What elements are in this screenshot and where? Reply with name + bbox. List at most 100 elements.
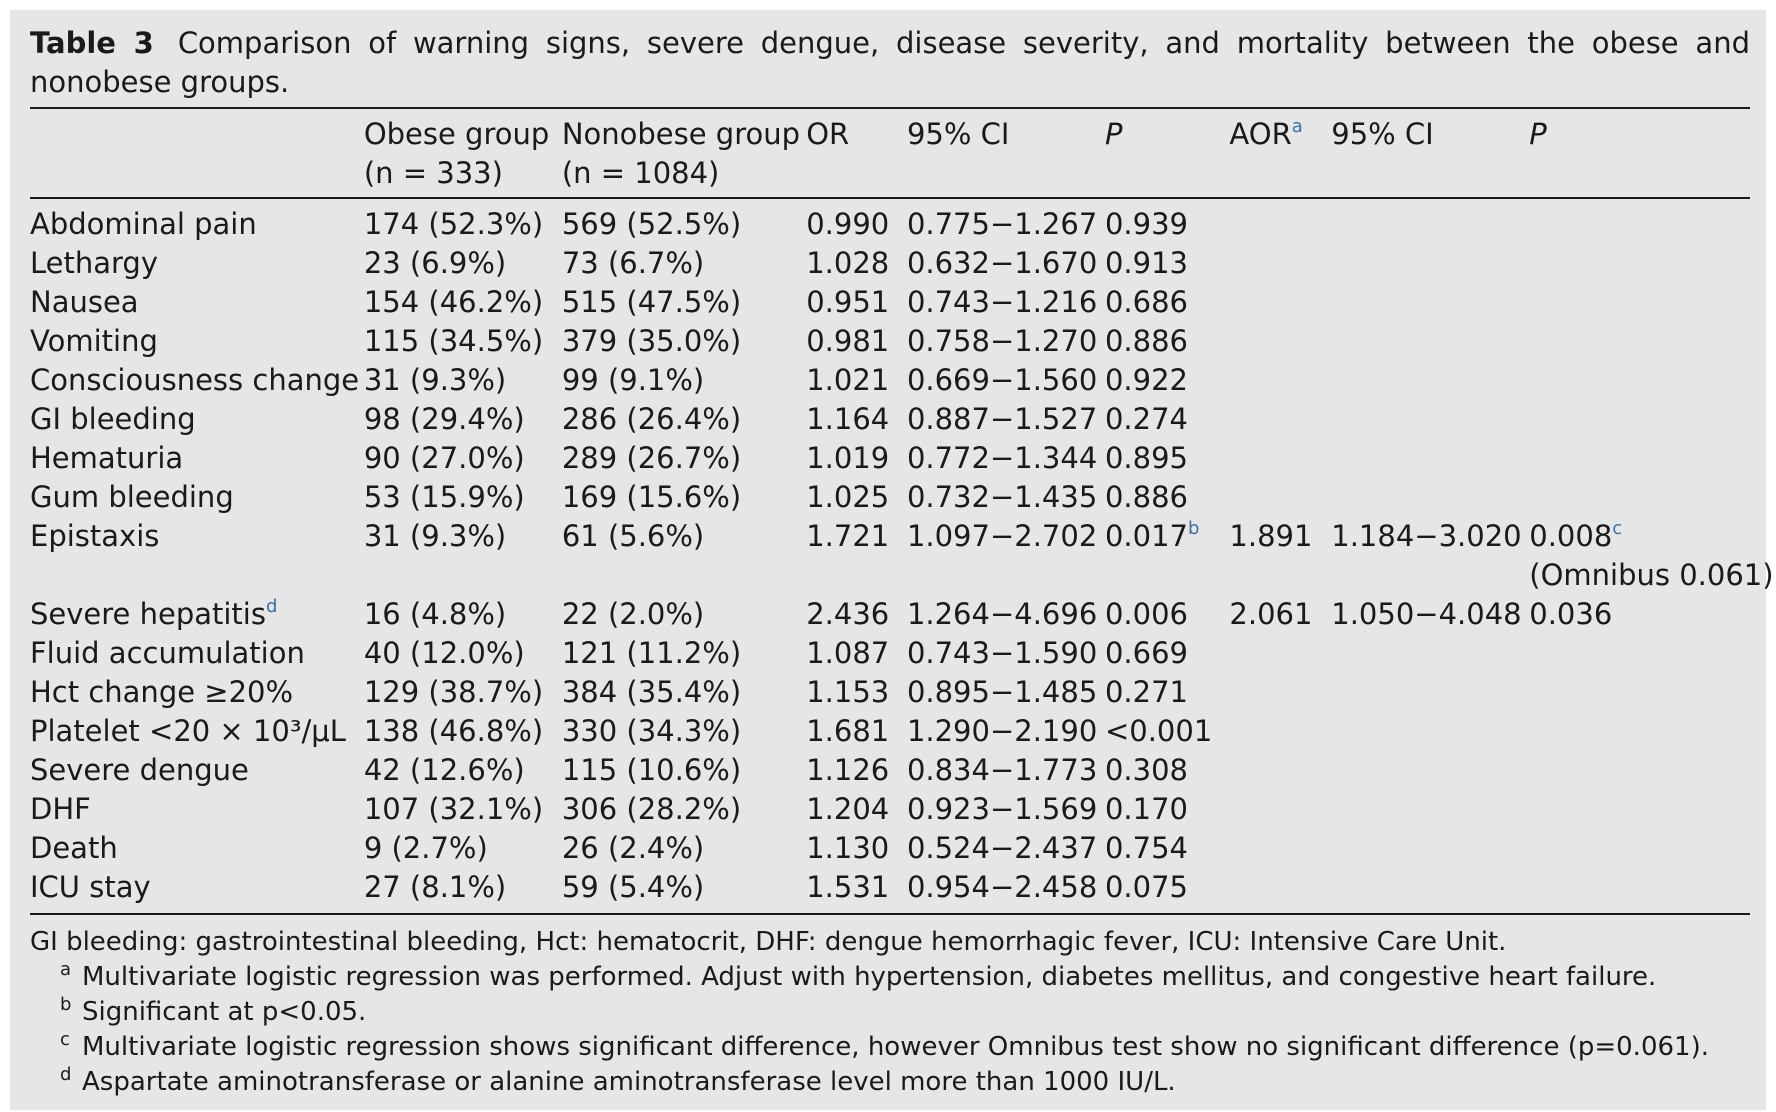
table-row: Severe dengue 42 (12.6%) 115 (10.6%) 1.126 0… bbox=[30, 751, 1750, 790]
cell-or: 1.153 bbox=[806, 675, 890, 709]
cell-ci: 0.743−1.590 bbox=[906, 636, 1098, 670]
table-row: Nausea 154 (46.2%) 515 (47.5%) 0.951 0.743−1… bbox=[30, 283, 1750, 322]
cell-or: 1.681 bbox=[806, 714, 890, 748]
cell-ci: 0.834−1.773 bbox=[906, 753, 1098, 787]
footnote-mark: b bbox=[60, 994, 72, 1015]
cell-obese: 115 (34.5%) bbox=[363, 324, 544, 358]
cell-aci bbox=[1331, 361, 1529, 400]
cell-label: Platelet <20 × 10³/μL bbox=[30, 714, 346, 748]
cell-label: Nausea bbox=[30, 285, 139, 319]
cell-obese: 9 (2.7%) bbox=[363, 831, 488, 865]
cell-obese: 23 (6.9%) bbox=[363, 246, 507, 280]
cell-ci: 0.524−2.437 bbox=[906, 831, 1098, 865]
cell-nonobese: 121 (11.2%) bbox=[561, 636, 742, 670]
header-p: P bbox=[1104, 117, 1123, 151]
cell-p: 0.686 bbox=[1104, 285, 1188, 319]
cell-ap bbox=[1529, 751, 1750, 790]
table-body: Abdominal pain 174 (52.3%) 569 (52.5%) 0.99… bbox=[30, 198, 1774, 915]
cell-aor bbox=[1229, 322, 1331, 361]
cell-ap bbox=[1529, 322, 1750, 361]
cell-nonobese: 306 (28.2%) bbox=[561, 792, 742, 826]
table-footnotes: GI bleeding: gastrointestinal bleeding, … bbox=[30, 925, 1750, 1100]
cell-aor bbox=[1229, 868, 1332, 915]
cell-ap bbox=[1529, 400, 1750, 439]
cell-aor bbox=[1229, 829, 1331, 868]
cell-obese: 31 (9.3%) bbox=[363, 363, 507, 397]
cell-aci bbox=[1331, 283, 1529, 322]
cell-label: DHF bbox=[30, 792, 91, 826]
cell-ci: 0.895−1.485 bbox=[906, 675, 1098, 709]
footnote-text: Aspartate aminotransferase or alanine am… bbox=[82, 1067, 1176, 1097]
header-or: OR bbox=[806, 117, 850, 151]
cell-aci: 1.184−3.020 bbox=[1331, 519, 1522, 553]
cell-ap bbox=[1529, 283, 1750, 322]
cell-obese: 27 (8.1%) bbox=[363, 868, 562, 915]
cell-ci: 1.290−2.190 bbox=[906, 714, 1098, 748]
footnote-ref: d bbox=[265, 596, 278, 617]
omnibus-note: (Omnibus 0.061) bbox=[1529, 558, 1774, 592]
cell-aci bbox=[1331, 712, 1529, 751]
table-panel: Table 3 Comparison of warning signs, seve… bbox=[10, 10, 1774, 1110]
cell-aci bbox=[1331, 400, 1529, 439]
cell-label: Lethargy bbox=[30, 246, 158, 280]
cell-or: 1.028 bbox=[806, 246, 890, 280]
cell-nonobese: 515 (47.5%) bbox=[561, 285, 742, 319]
cell-p: 0.669 bbox=[1104, 636, 1188, 670]
cell-p: 0.913 bbox=[1104, 246, 1188, 280]
cell-obese: 31 (9.3%) bbox=[363, 519, 507, 553]
cell-aci: 1.050−4.048 bbox=[1331, 597, 1522, 631]
cell-ap bbox=[1529, 673, 1750, 712]
cell-aci bbox=[1331, 478, 1529, 517]
cell-or: 0.951 bbox=[806, 285, 890, 319]
cell-nonobese: 99 (9.1%) bbox=[561, 363, 705, 397]
cell-aor bbox=[1229, 790, 1331, 829]
cell-aor bbox=[1229, 205, 1331, 244]
cell-nonobese: 379 (35.0%) bbox=[561, 324, 742, 358]
footnote-a: a Multivariate logistic regression was pe… bbox=[30, 959, 1750, 995]
table-row: Gum bleeding 53 (15.9%) 169 (15.6%) 1.025 0.… bbox=[30, 478, 1750, 517]
cell-p: 0.922 bbox=[1104, 363, 1188, 397]
cell-aor bbox=[1229, 439, 1331, 478]
table-row: Epistaxis 31 (9.3%) 61 (5.6%) 1.721 1.097−2.… bbox=[30, 517, 1774, 595]
cell-ci: 0.732−1.435 bbox=[906, 480, 1098, 514]
cell-aor bbox=[1229, 283, 1331, 322]
cell-label: Death bbox=[30, 831, 118, 865]
table-row: Hct change ≥20% 129 (38.7%) 384 (35.4%) 1.1… bbox=[30, 673, 1750, 712]
cell-ap bbox=[1529, 790, 1750, 829]
cell-ci: 0.758−1.270 bbox=[906, 324, 1098, 358]
cell-p: 0.886 bbox=[1104, 480, 1188, 514]
table-row: DHF 107 (32.1%) 306 (28.2%) 1.204 0.923−1.56… bbox=[30, 790, 1750, 829]
cell-ci: 0.743−1.216 bbox=[906, 285, 1098, 319]
cell-ap bbox=[1529, 205, 1750, 244]
cell-nonobese: 26 (2.4%) bbox=[561, 831, 705, 865]
footnote-text: Significant at p<0.05. bbox=[82, 997, 367, 1027]
table-row: Severe hepatitisd 16 (4.8%) 22 (2.0%) 2.436… bbox=[30, 595, 1750, 634]
cell-ci: 0.632−1.670 bbox=[906, 246, 1098, 280]
cell-ap bbox=[1529, 439, 1750, 478]
cell-aor bbox=[1229, 478, 1331, 517]
footnote-abbreviations: GI bleeding: gastrointestinal bleeding, … bbox=[30, 927, 1507, 957]
cell-p: <0.001 bbox=[1104, 714, 1213, 748]
cell-ci: 1.097−2.702 bbox=[906, 519, 1098, 553]
cell-aci bbox=[1331, 790, 1529, 829]
cell-aci bbox=[1331, 244, 1529, 283]
cell-aor bbox=[1229, 751, 1331, 790]
cell-nonobese: 286 (26.4%) bbox=[561, 402, 742, 436]
cell-or: 1.025 bbox=[806, 480, 890, 514]
cell-aor bbox=[1229, 400, 1331, 439]
cell-ci: 0.772−1.344 bbox=[906, 441, 1098, 475]
footnote-list: a Multivariate logistic regression was pe… bbox=[30, 959, 1750, 1100]
cell-or: 1.721 bbox=[806, 519, 890, 553]
cell-aci bbox=[1331, 634, 1529, 673]
cell-nonobese: 289 (26.7%) bbox=[561, 441, 742, 475]
cell-nonobese: 330 (34.3%) bbox=[561, 714, 742, 748]
cell-or: 1.164 bbox=[806, 402, 890, 436]
cell-ap bbox=[1529, 244, 1750, 283]
cell-obese: 129 (38.7%) bbox=[363, 675, 544, 709]
cell-ap bbox=[1529, 634, 1750, 673]
cell-or: 1.531 bbox=[806, 868, 907, 915]
table-row: GI bleeding 98 (29.4%) 286 (26.4%) 1.164 0.8… bbox=[30, 400, 1750, 439]
cell-nonobese: 169 (15.6%) bbox=[561, 480, 742, 514]
cell-nonobese: 59 (5.4%) bbox=[561, 868, 807, 915]
cell-label: Gum bleeding bbox=[30, 480, 234, 514]
